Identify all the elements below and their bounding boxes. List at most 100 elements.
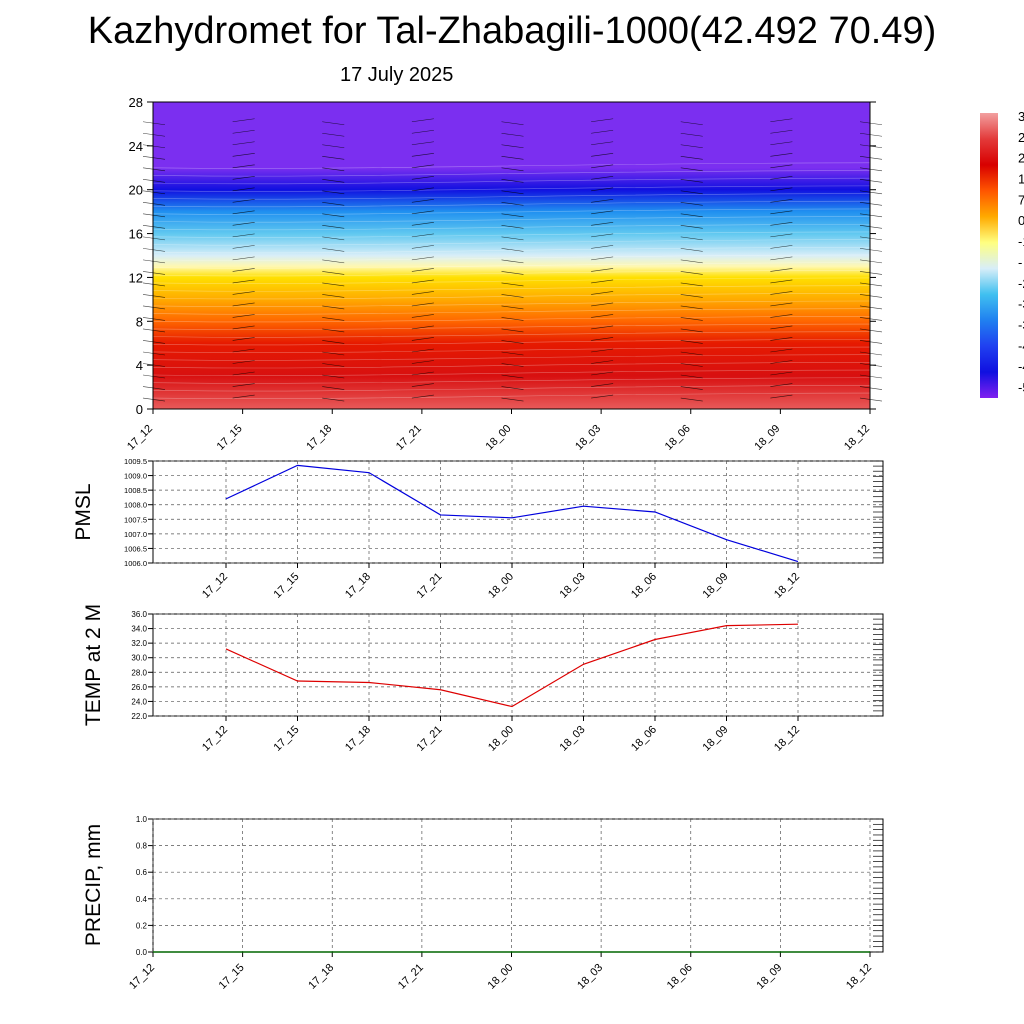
wind-barb <box>770 187 793 192</box>
wind-barb-column <box>232 118 255 399</box>
y-tick-label: 0.0 <box>136 948 148 957</box>
wind-barb <box>501 374 524 379</box>
wind-barb <box>232 325 255 330</box>
wind-barb <box>680 202 703 206</box>
wind-barb <box>232 256 255 261</box>
wind-barb <box>501 213 524 218</box>
x-tick-label: 18_12 <box>844 962 874 992</box>
x-tick-label: 18_03 <box>575 962 605 992</box>
wind-barb <box>142 317 166 321</box>
wind-barb <box>232 245 255 249</box>
wind-barb <box>142 144 166 149</box>
wind-barb <box>859 386 883 390</box>
x-tick-label: 18_09 <box>701 724 731 754</box>
wind-barb <box>232 222 255 226</box>
wind-barb <box>591 233 614 238</box>
wind-barb <box>232 268 255 272</box>
wind-barb <box>770 291 793 295</box>
wind-barb <box>591 291 614 295</box>
wind-barb <box>232 164 255 169</box>
wind-barb <box>591 164 614 169</box>
x-tick-label: 18_09 <box>754 962 784 992</box>
wind-barb <box>142 305 166 310</box>
contour-line <box>152 285 871 292</box>
wind-barb <box>411 291 434 295</box>
wind-barb <box>232 118 255 123</box>
y-tick-label: 30.0 <box>131 654 147 663</box>
contour-line <box>152 362 871 369</box>
wind-barb <box>591 141 614 146</box>
plot-frame <box>152 818 884 953</box>
wind-barb <box>591 268 614 272</box>
y-tick-label: 12 <box>129 270 143 285</box>
contour-line <box>152 246 871 254</box>
wind-barb <box>142 190 166 195</box>
contour-line <box>152 339 871 346</box>
wind-barb <box>591 210 614 215</box>
wind-barb <box>411 314 434 318</box>
wind-barb <box>501 155 524 160</box>
wind-barb <box>680 397 703 402</box>
wind-barb <box>859 167 883 172</box>
wind-barb <box>591 371 614 376</box>
wind-barb <box>770 176 793 180</box>
wind-barb <box>322 294 345 298</box>
wind-barb <box>232 233 255 238</box>
wind-barb <box>322 328 345 333</box>
wind-barb <box>411 187 434 192</box>
wind-barb <box>770 371 793 376</box>
contour-line <box>152 293 871 300</box>
wind-barb-column <box>411 118 434 399</box>
wind-barb <box>680 236 703 241</box>
wind-barb <box>142 259 166 264</box>
wind-barb <box>859 259 883 264</box>
wind-barb <box>322 144 345 149</box>
wind-barb <box>770 348 793 353</box>
wind-barb <box>770 129 793 134</box>
y-tick-label: 1006.5 <box>124 544 147 553</box>
y-tick-label: 0.8 <box>136 842 148 851</box>
wind-barb <box>142 167 166 172</box>
wind-barb <box>232 337 255 341</box>
wind-barb <box>322 363 345 367</box>
wind-barb <box>411 268 434 272</box>
x-tick-label: 17_12 <box>200 724 230 754</box>
wind-barb <box>232 176 255 180</box>
y-tick-label: 4 <box>136 358 143 373</box>
wind-barb <box>232 199 255 203</box>
wind-barb <box>770 325 793 330</box>
wind-barb-column <box>770 118 793 399</box>
colorbar-label: 7 <box>1018 192 1024 207</box>
y-tick-label: 26.0 <box>131 683 147 692</box>
contour-line <box>152 185 871 192</box>
wind-barb <box>680 317 703 321</box>
wind-barb <box>501 386 524 390</box>
y-tick-label: 0.2 <box>136 921 148 930</box>
colorbar-label: 1 <box>1018 172 1024 187</box>
wind-barb <box>859 190 883 195</box>
wind-barb <box>859 248 883 252</box>
contour-line <box>152 254 871 261</box>
wind-barb <box>411 348 434 353</box>
wind-barb <box>680 225 703 229</box>
wind-barb <box>859 155 883 160</box>
contour-line <box>152 385 871 392</box>
wind-barb <box>859 397 883 402</box>
chart-title: Kazhydromet for Tal-Zhabagili-1000(42.49… <box>87 10 937 52</box>
wind-barb <box>680 213 703 218</box>
wind-barb <box>142 351 166 356</box>
contour-line <box>152 331 871 338</box>
wind-barb <box>411 383 434 387</box>
wind-barb <box>232 348 255 353</box>
wind-barb <box>770 199 793 203</box>
contour-line <box>152 369 871 376</box>
x-tick-label: 18_09 <box>752 423 782 453</box>
wind-barb <box>411 245 434 249</box>
wind-barb <box>859 317 883 321</box>
y-axis-label: TEMP at 2 M <box>82 604 105 726</box>
wind-barb <box>411 360 434 364</box>
wind-barb-column <box>142 121 166 402</box>
y-axis-label: PMSL <box>72 483 95 540</box>
wind-barb <box>591 279 614 284</box>
y-tick-label: 22.0 <box>131 712 147 721</box>
